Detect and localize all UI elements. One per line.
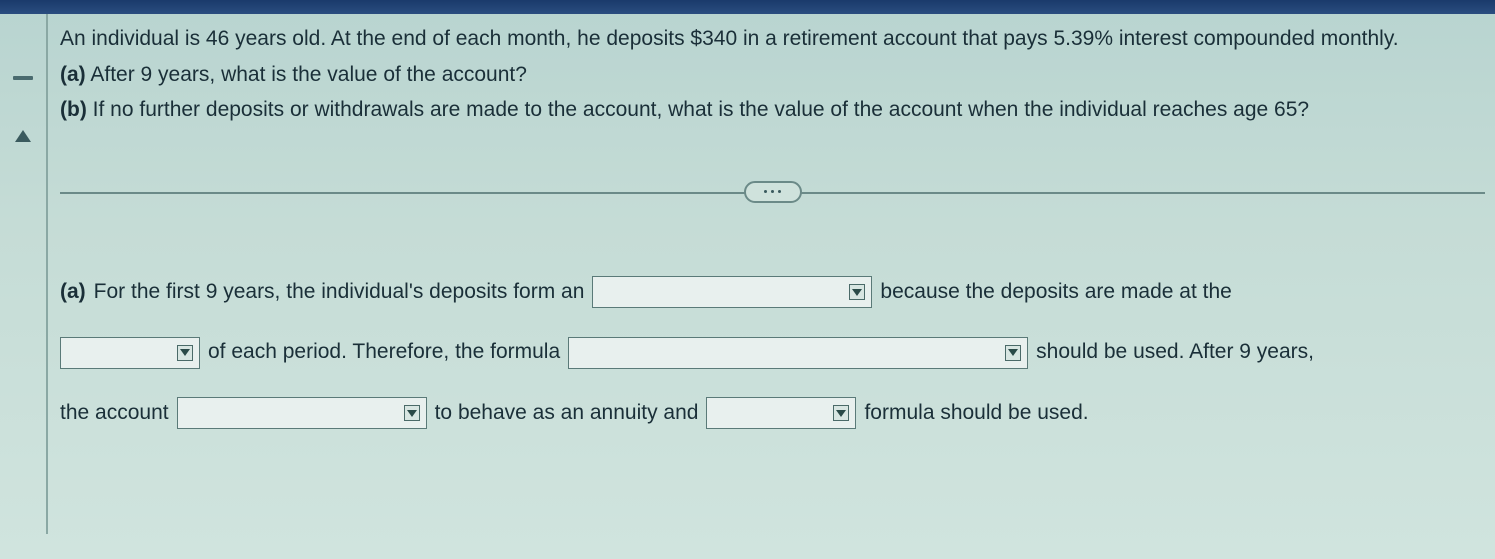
problem-statement: An individual is 46 years old. At the en… <box>60 22 1485 127</box>
dropdown-period-position[interactable] <box>60 337 200 369</box>
chevron-down-icon <box>833 405 849 421</box>
expand-button[interactable] <box>744 181 802 203</box>
part-b-label: (b) <box>60 98 87 121</box>
chevron-down-icon <box>849 284 865 300</box>
window-titlebar <box>0 0 1495 14</box>
answer-line-1: (a) For the first 9 years, the individua… <box>60 265 1485 320</box>
part-a-label: (a) <box>60 63 86 86</box>
separator <box>60 181 1485 205</box>
answer-area: (a) For the first 9 years, the individua… <box>60 265 1485 441</box>
rail-up-icon[interactable] <box>15 130 31 142</box>
answer-line-3: the account to behave as an annuity and … <box>60 386 1485 441</box>
problem-part-b: (b) If no further deposits or withdrawal… <box>60 93 1485 127</box>
answer-seg6: to behave as an annuity and <box>435 386 699 441</box>
dropdown-account-behavior[interactable] <box>177 397 427 429</box>
problem-part-a: (a) After 9 years, what is the value of … <box>60 58 1485 92</box>
answer-seg1: For the first 9 years, the individual's … <box>94 265 585 320</box>
left-rail <box>0 14 48 534</box>
answer-seg5: the account <box>60 386 169 441</box>
chevron-down-icon <box>404 405 420 421</box>
problem-intro: An individual is 46 years old. At the en… <box>60 22 1485 56</box>
question-content: An individual is 46 years old. At the en… <box>60 22 1485 447</box>
answer-seg3: of each period. Therefore, the formula <box>208 325 560 380</box>
dropdown-formula-1[interactable] <box>568 337 1028 369</box>
answer-a-label: (a) <box>60 265 86 320</box>
answer-seg2: because the deposits are made at the <box>880 265 1231 320</box>
chevron-down-icon <box>177 345 193 361</box>
chevron-down-icon <box>1005 345 1021 361</box>
answer-line-2: of each period. Therefore, the formula s… <box>60 325 1485 380</box>
rail-collapse-icon[interactable] <box>13 76 33 80</box>
dropdown-formula-2[interactable] <box>706 397 856 429</box>
part-b-text: If no further deposits or withdrawals ar… <box>87 98 1309 121</box>
dropdown-annuity-type[interactable] <box>592 276 872 308</box>
answer-seg7: formula should be used. <box>864 386 1088 441</box>
part-a-text: After 9 years, what is the value of the … <box>86 63 527 86</box>
answer-seg4: should be used. After 9 years, <box>1036 325 1314 380</box>
